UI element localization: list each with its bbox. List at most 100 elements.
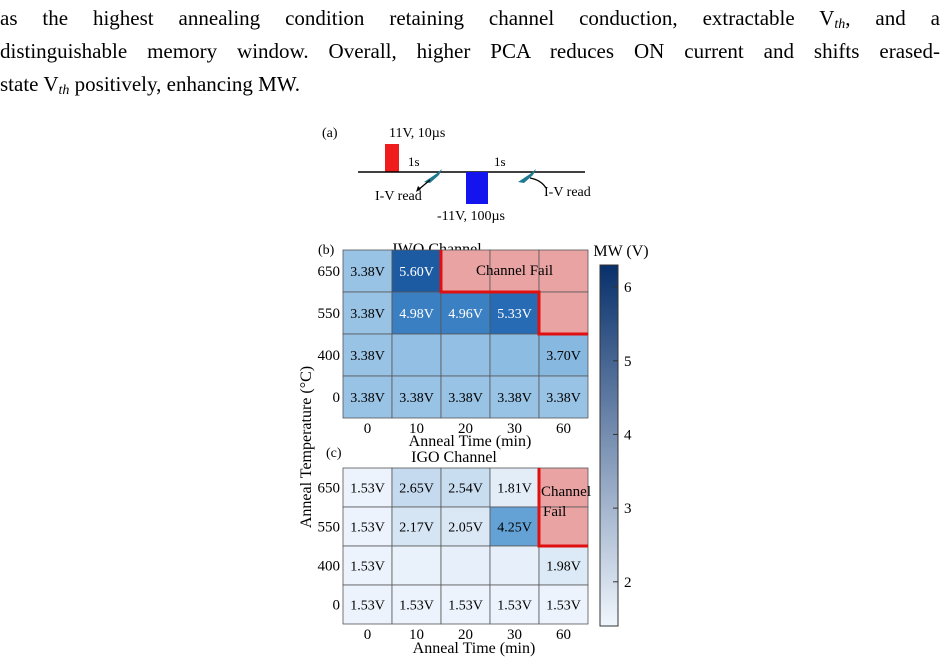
time-tick-label: 30 [507, 421, 522, 437]
heatmap-cell [391, 375, 442, 419]
heatmap-cell [342, 545, 393, 586]
time-tick-label: 20 [458, 627, 473, 643]
heatmap-cell [489, 506, 540, 547]
shared-ylabel: Anneal Temperature (°C) [298, 366, 315, 528]
panel-b-xlabel: Anneal Time (min) [409, 433, 532, 450]
time-tick-label: 60 [556, 421, 571, 437]
program-pulse-label: 11V, 10µs [389, 126, 445, 141]
paragraph-line-1-tail: , and a [845, 6, 940, 30]
paragraph-line-1: as the highest annealing condition retai… [0, 2, 940, 41]
heatmap-cell [391, 545, 442, 586]
panel-c-title: IGO Channel [411, 449, 497, 466]
read-ramp-1 [424, 169, 442, 183]
colorbar-tick-label: 2 [624, 575, 632, 591]
heatmap-cell [440, 584, 491, 625]
heatmap-cell [489, 584, 540, 625]
paragraph-line-3-tail: positively, enhancing MW. [69, 72, 301, 96]
paragraph-line-3-text: state V [0, 72, 59, 96]
pulse-scheme: (a) 11V, 10µs 1s 1s I-V read I-V read -1… [322, 126, 591, 224]
time-tick-label: 10 [409, 421, 424, 437]
heatmap-cell [391, 333, 442, 377]
panel-c: (c) IGO Channel 1.53V 2.65V 2.54V 1.81V6501… [318, 446, 592, 657]
temperature-tick-label: 400 [318, 559, 341, 575]
time-tick-label: 10 [409, 627, 424, 643]
igo-heatmap: 1.53V 2.65V 2.54V 1.81V 650 1.53V 2.17V 2.05V 4.… [318, 467, 591, 643]
fail-boundary [537, 468, 588, 548]
heatmap-cell [538, 375, 589, 419]
paragraph-line-3: state Vth positively, enhancing MW. [0, 68, 300, 107]
cell-value-label: 2.05V [448, 520, 483, 535]
temperature-tick-label: 400 [318, 348, 341, 364]
cell-value-label: 3.70V [546, 349, 581, 364]
temperature-tick-label: 0 [333, 390, 341, 406]
heatmap-cell [489, 291, 540, 335]
read-1-arrowhead [416, 186, 421, 192]
heatmap-cell [440, 375, 491, 419]
heatmap-cell [391, 584, 442, 625]
cell-value-label: 1.53V [350, 481, 385, 496]
panel-a-label: (a) [322, 126, 338, 141]
colorbar-tick-label: 4 [624, 427, 632, 443]
paragraph-line-2: distinguishable memory window. Overall, … [0, 35, 940, 68]
cell-value-label: 3.38V [350, 349, 385, 364]
panel-c-xlabel: Anneal Time (min) [413, 640, 536, 657]
heatmap-cell [489, 545, 540, 586]
cell-value-label: 2.65V [399, 481, 434, 496]
cell-value-label: 1.53V [546, 598, 581, 613]
fail-cell [538, 249, 589, 293]
heatmap-cell [489, 375, 540, 419]
program-pulse [385, 144, 399, 172]
fail-boundary [439, 250, 588, 336]
cell-value-label: 1.98V [546, 559, 581, 574]
time-tick-label: 0 [364, 421, 372, 437]
heatmap-cell [342, 506, 393, 547]
vth-subscript: th [834, 17, 846, 32]
colorbar-tick-label: 6 [624, 280, 632, 296]
panel-b-label: (b) [318, 243, 335, 258]
paragraph-line-1-text: as the highest annealing condition retai… [0, 6, 835, 30]
iwo-heatmap: 3.38V 5.60V 650 3.38V 4.98V 4.96V 5.33V 550 3.38… [318, 249, 589, 437]
heatmap-cell [440, 333, 491, 377]
channel-fail-label-line1: Channel [541, 484, 591, 500]
heatmap-cell [440, 506, 491, 547]
temperature-tick-label: 650 [318, 481, 341, 497]
colorbar: MW (V) 6 5 4 3 2 [593, 243, 649, 627]
cell-value-label: 1.53V [350, 520, 385, 535]
cell-value-label: 1.81V [497, 481, 532, 496]
temperature-tick-label: 0 [333, 598, 341, 614]
heatmap-cell [391, 506, 442, 547]
cell-value-label: 4.96V [448, 307, 483, 322]
delay-2-label: 1s [494, 154, 506, 169]
fail-cell [538, 467, 589, 508]
cell-value-label: 1.53V [350, 598, 385, 613]
cell-value-label: 4.98V [399, 307, 434, 322]
fail-cell [538, 291, 589, 335]
cell-value-label: 3.38V [350, 265, 385, 280]
colorbar-tick-label: 3 [624, 501, 632, 517]
heatmap-cell [489, 467, 540, 508]
temperature-tick-label: 650 [318, 264, 341, 280]
heatmap-cell [342, 584, 393, 625]
cell-value-label: 3.38V [350, 391, 385, 406]
read-1-label: I-V read [375, 189, 422, 204]
temperature-tick-label: 550 [318, 520, 341, 536]
vth-subscript-2: th [58, 83, 70, 98]
heatmap-cell [342, 375, 393, 419]
time-tick-label: 20 [458, 421, 473, 437]
cell-value-label: 1.53V [399, 598, 434, 613]
cell-value-label: 3.38V [448, 391, 483, 406]
cell-value-label: 3.38V [350, 307, 385, 322]
fail-cell [489, 249, 540, 293]
cell-value-label: 1.53V [448, 598, 483, 613]
cell-value-label: 3.38V [546, 391, 581, 406]
paragraph-line-2-text: distinguishable memory window. Overall, … [0, 39, 940, 63]
cell-value-label: 3.38V [399, 391, 434, 406]
heatmap-cell [538, 584, 589, 625]
channel-fail-label: Channel Fail [476, 263, 553, 279]
heatmap-cell [391, 467, 442, 508]
fail-cell [440, 249, 491, 293]
temperature-tick-label: 550 [318, 306, 341, 322]
cell-value-label: 2.17V [399, 520, 434, 535]
delay-1-label: 1s [408, 154, 420, 169]
